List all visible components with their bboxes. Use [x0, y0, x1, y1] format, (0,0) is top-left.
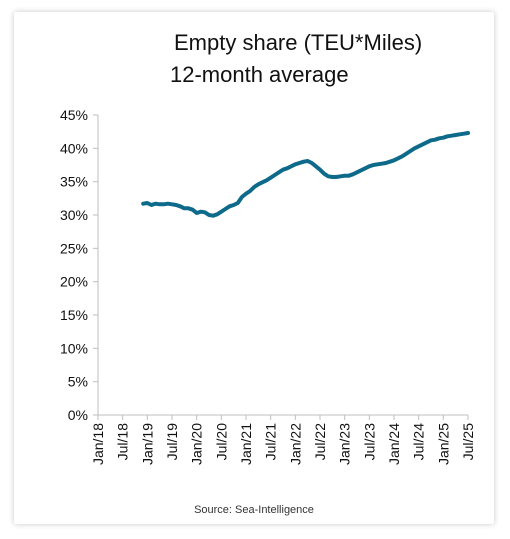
x-tick-label: Jul/24 — [411, 423, 427, 461]
chart-card: Empty share (TEU*Miles) 12-month average… — [14, 12, 494, 524]
x-tick-label: Jan/23 — [337, 423, 353, 465]
x-tick-label: Jan/24 — [386, 423, 402, 465]
chart-title: Empty share (TEU*Miles) — [174, 30, 423, 55]
chart-source: Source: Sea-Intelligence — [194, 504, 314, 516]
y-tick-label: 30% — [60, 207, 88, 223]
y-tick-label: 35% — [60, 174, 88, 190]
chart-subtitle: 12-month average — [170, 62, 349, 87]
x-tick-label: Jan/18 — [90, 423, 106, 465]
x-tick-label: Jan/20 — [189, 423, 205, 465]
line-chart: 0% 5% 10% 15% 20% 25% 30% 35% 40% 45% Jan/18 Jul/18… — [60, 107, 476, 465]
x-tick-label: Jul/21 — [263, 423, 279, 461]
y-tick-label: 45% — [60, 107, 88, 123]
y-tick-label: 40% — [60, 140, 88, 156]
x-tick-label: Jul/19 — [164, 423, 180, 461]
x-tick-label: Jan/25 — [435, 423, 451, 465]
y-tick-label: 15% — [60, 307, 88, 323]
y-tick-label: 5% — [68, 374, 88, 390]
y-tick-label: 0% — [68, 407, 88, 423]
x-tick-label: Jan/19 — [139, 423, 155, 465]
x-tick-label: Jan/21 — [238, 423, 254, 465]
x-tick-label: Jul/25 — [460, 423, 476, 461]
x-tick-label: Jul/23 — [361, 423, 377, 461]
y-tick-label: 10% — [60, 340, 88, 356]
x-tick-label: Jul/18 — [115, 423, 131, 461]
x-tick-label: Jul/20 — [213, 423, 229, 461]
x-tick-label: Jan/22 — [287, 423, 303, 465]
series-line — [141, 131, 470, 218]
y-tick-label: 20% — [60, 274, 88, 290]
y-tick-label: 25% — [60, 240, 88, 256]
x-tick-label: Jul/22 — [312, 423, 328, 461]
